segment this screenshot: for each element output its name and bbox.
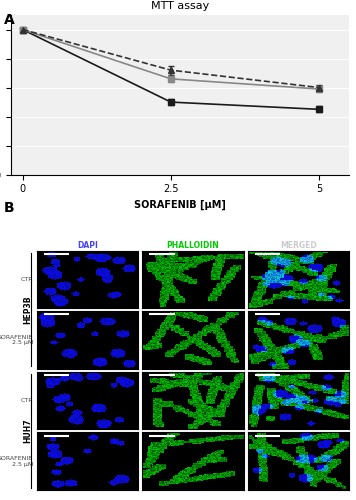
Title: MERGED: MERGED — [280, 240, 316, 250]
Y-axis label: SORAFENIB
2.5 μM: SORAFENIB 2.5 μM — [0, 334, 33, 345]
Text: A: A — [4, 12, 14, 26]
Text: HUH7: HUH7 — [23, 418, 32, 443]
Text: B: B — [4, 201, 14, 215]
Title: DAPI: DAPI — [77, 240, 98, 250]
Y-axis label: CTR: CTR — [20, 398, 33, 403]
Text: HEP3B: HEP3B — [23, 296, 32, 324]
X-axis label: SORAFENIB [μM]: SORAFENIB [μM] — [134, 200, 226, 210]
Title: PHALLOIDIN: PHALLOIDIN — [167, 240, 219, 250]
Y-axis label: CTR: CTR — [20, 277, 33, 282]
Y-axis label: SORAFENIB
2.5 μM: SORAFENIB 2.5 μM — [0, 456, 33, 466]
Title: MTT assay: MTT assay — [151, 2, 209, 12]
